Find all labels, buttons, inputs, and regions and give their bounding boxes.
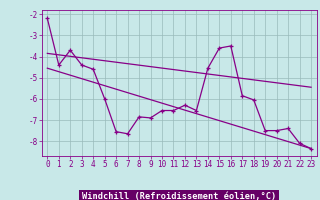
Text: Windchill (Refroidissement éolien,°C): Windchill (Refroidissement éolien,°C) — [82, 192, 276, 200]
